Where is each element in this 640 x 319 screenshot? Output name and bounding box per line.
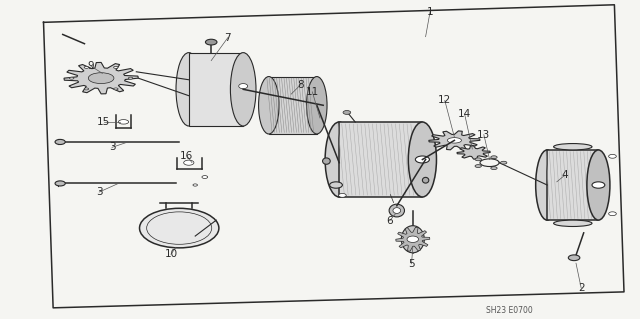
Ellipse shape — [114, 88, 118, 90]
Ellipse shape — [88, 73, 114, 84]
Ellipse shape — [307, 77, 327, 134]
Text: 13: 13 — [477, 130, 490, 140]
Bar — [547, 150, 598, 220]
Text: 6: 6 — [387, 216, 393, 226]
Ellipse shape — [323, 158, 330, 164]
Ellipse shape — [500, 161, 507, 164]
Text: 7: 7 — [225, 33, 231, 43]
Ellipse shape — [343, 111, 351, 115]
Ellipse shape — [609, 212, 616, 216]
Ellipse shape — [475, 158, 481, 161]
Ellipse shape — [554, 144, 592, 150]
Ellipse shape — [554, 220, 592, 226]
Ellipse shape — [408, 122, 436, 197]
Ellipse shape — [491, 156, 497, 159]
Text: 12: 12 — [438, 95, 451, 106]
Ellipse shape — [70, 77, 74, 79]
Ellipse shape — [587, 150, 610, 220]
Ellipse shape — [84, 66, 88, 68]
Ellipse shape — [239, 84, 248, 89]
Text: 16: 16 — [180, 151, 193, 161]
Ellipse shape — [475, 165, 481, 167]
Ellipse shape — [389, 204, 404, 217]
Ellipse shape — [536, 150, 559, 220]
Text: 3: 3 — [109, 142, 115, 152]
Bar — [189, 53, 243, 126]
Ellipse shape — [55, 139, 65, 145]
Ellipse shape — [202, 176, 207, 179]
Ellipse shape — [325, 122, 353, 197]
Ellipse shape — [184, 160, 194, 165]
Text: 2: 2 — [578, 283, 584, 293]
Text: SH23 E0700: SH23 E0700 — [486, 306, 533, 315]
Ellipse shape — [491, 167, 497, 170]
Ellipse shape — [118, 120, 129, 124]
Polygon shape — [429, 131, 480, 150]
Ellipse shape — [422, 177, 429, 183]
Polygon shape — [457, 146, 490, 159]
Ellipse shape — [401, 226, 424, 253]
Text: 14: 14 — [458, 109, 471, 119]
Ellipse shape — [393, 208, 401, 213]
Text: 15: 15 — [97, 117, 110, 127]
Text: 8: 8 — [298, 79, 304, 90]
Ellipse shape — [447, 138, 461, 143]
Ellipse shape — [609, 154, 616, 158]
Text: 4: 4 — [561, 170, 568, 181]
Ellipse shape — [568, 255, 580, 261]
Ellipse shape — [193, 184, 197, 186]
Circle shape — [140, 208, 219, 248]
Ellipse shape — [176, 53, 202, 126]
Ellipse shape — [330, 182, 342, 188]
Text: 9: 9 — [88, 61, 94, 71]
Ellipse shape — [55, 181, 65, 186]
Ellipse shape — [339, 193, 346, 197]
Text: 11: 11 — [306, 87, 319, 97]
Ellipse shape — [114, 66, 118, 68]
Polygon shape — [64, 63, 138, 94]
Ellipse shape — [415, 156, 429, 163]
Bar — [269, 77, 317, 134]
Polygon shape — [396, 227, 430, 251]
Bar — [339, 122, 422, 197]
Ellipse shape — [205, 39, 217, 45]
Ellipse shape — [84, 88, 88, 90]
Ellipse shape — [230, 53, 256, 126]
Ellipse shape — [592, 182, 605, 188]
Text: 3: 3 — [96, 187, 102, 197]
Ellipse shape — [259, 77, 279, 134]
Ellipse shape — [128, 77, 133, 79]
Ellipse shape — [407, 236, 419, 242]
Text: 10: 10 — [164, 249, 177, 259]
Text: 5: 5 — [408, 259, 415, 269]
Text: 1: 1 — [427, 7, 433, 17]
